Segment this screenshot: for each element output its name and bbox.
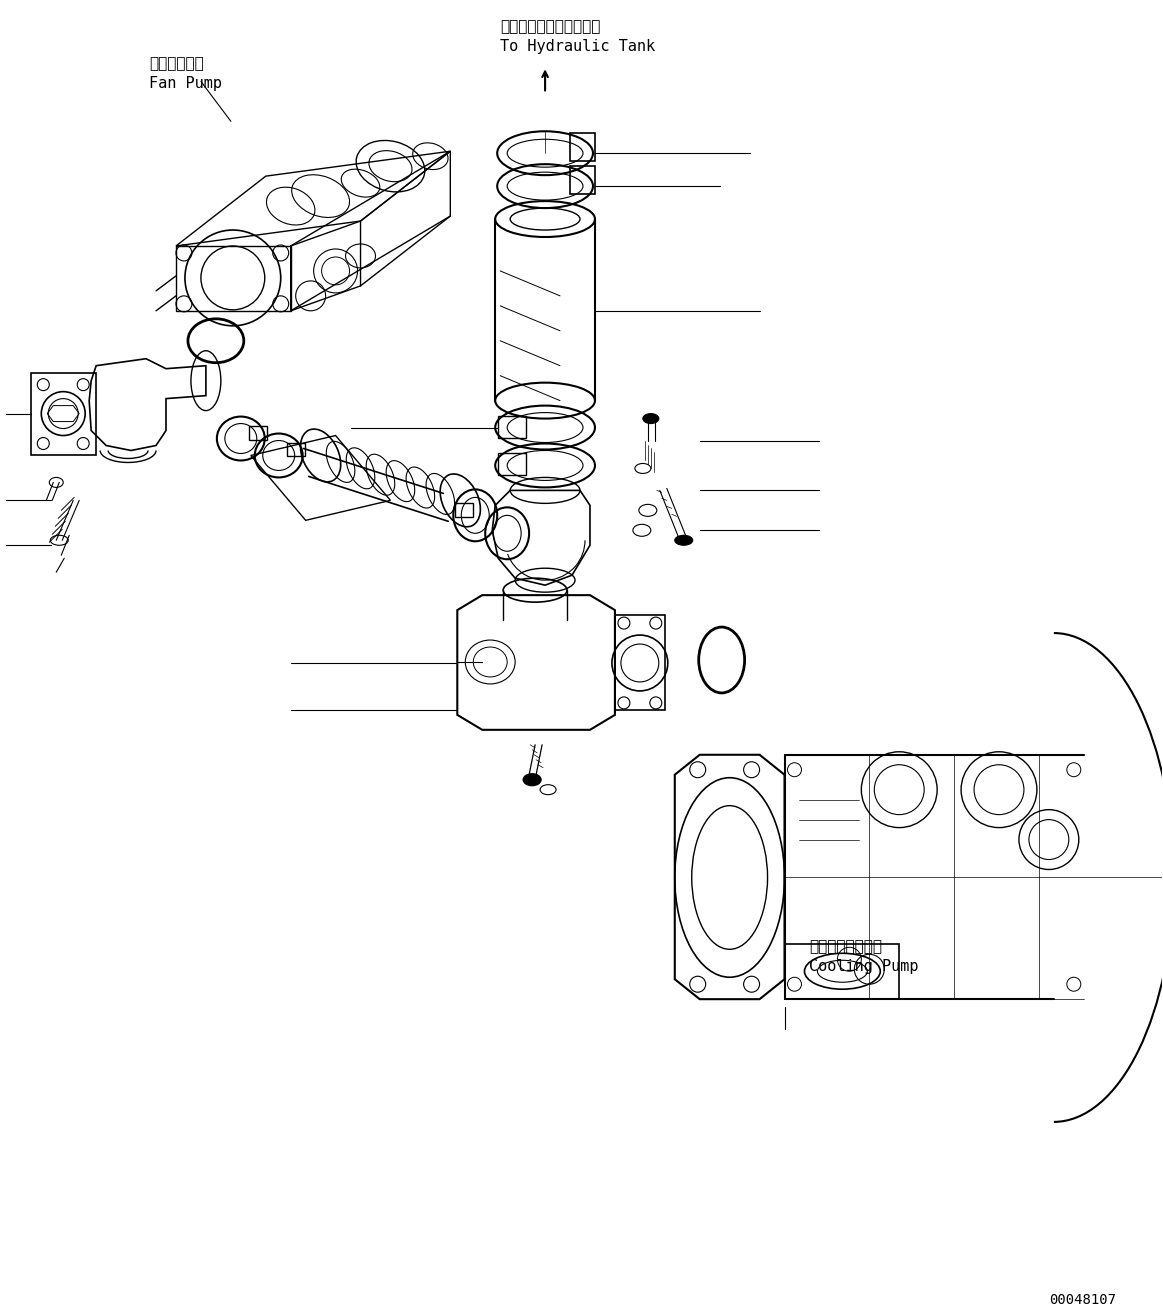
Bar: [455, 503, 473, 518]
Bar: [498, 453, 526, 476]
Text: Cooling Pump: Cooling Pump: [809, 959, 919, 974]
Text: クーリングポンプ: クーリングポンプ: [809, 940, 883, 954]
Text: ファンポンプ: ファンポンプ: [149, 57, 204, 71]
Ellipse shape: [523, 774, 541, 786]
Bar: [287, 443, 305, 456]
Bar: [785, 945, 899, 999]
Text: 00048107: 00048107: [1049, 1293, 1115, 1307]
Bar: [498, 415, 526, 438]
Bar: [249, 426, 266, 439]
Text: Fan Pump: Fan Pump: [149, 76, 222, 92]
Text: To Hydraulic Tank: To Hydraulic Tank: [500, 39, 655, 54]
Bar: [570, 166, 595, 194]
Ellipse shape: [675, 535, 693, 545]
Ellipse shape: [643, 414, 658, 423]
Bar: [570, 133, 595, 162]
Text: ハイドロリックタンクへ: ハイドロリックタンクへ: [500, 20, 600, 34]
